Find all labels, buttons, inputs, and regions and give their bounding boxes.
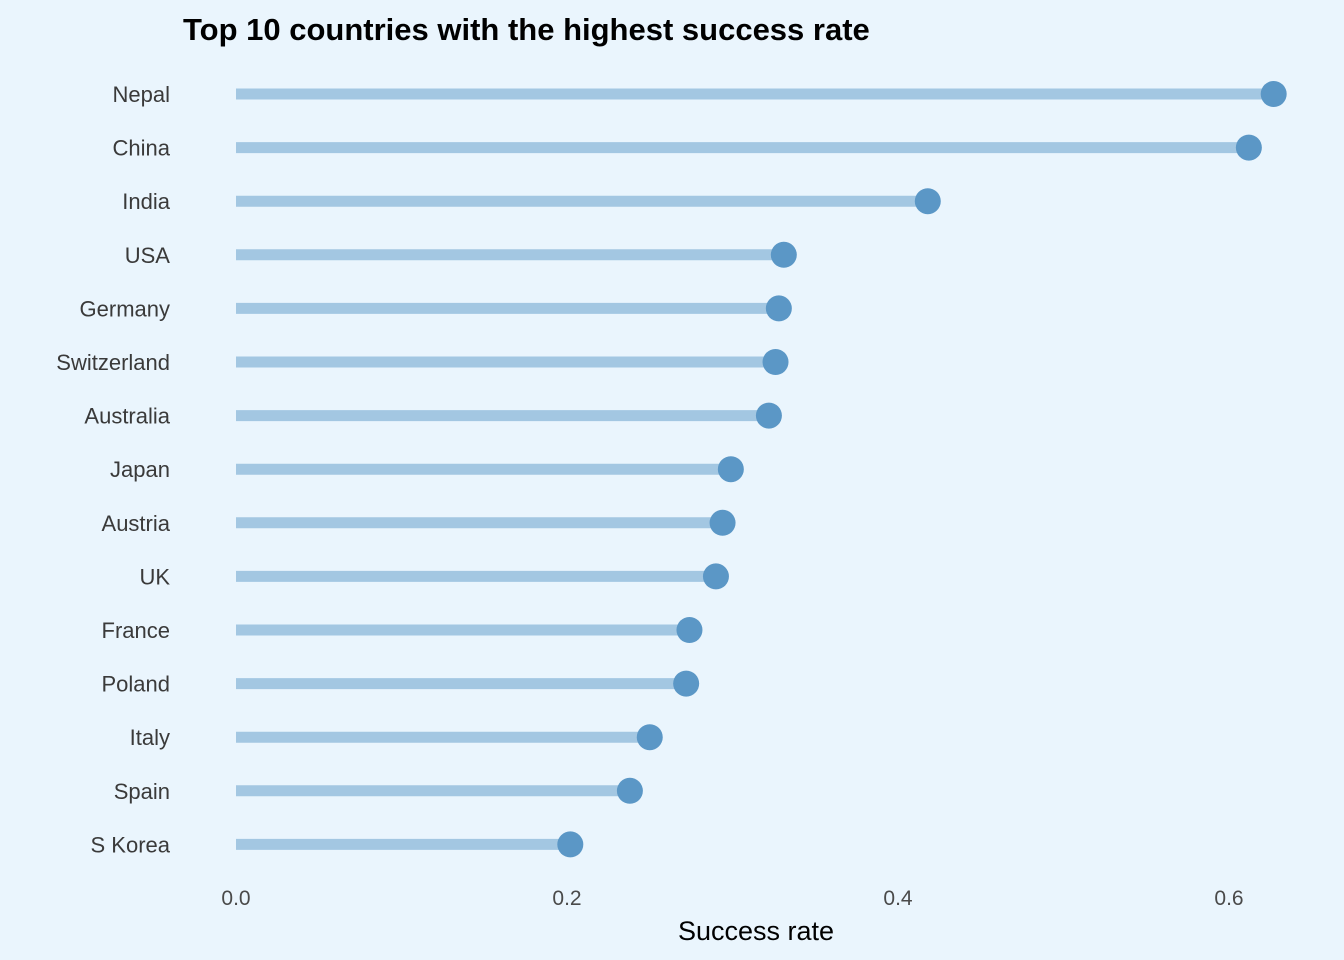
x-tick-label: 0.2 bbox=[552, 887, 581, 910]
category-label-uk: UK bbox=[139, 564, 170, 589]
category-label-australia: Australia bbox=[84, 404, 170, 429]
category-label-nepal: Nepal bbox=[113, 82, 170, 107]
category-label-switzerland: Switzerland bbox=[56, 350, 170, 375]
dot-japan bbox=[717, 456, 744, 483]
category-label-india: India bbox=[122, 189, 170, 214]
dot-australia bbox=[755, 402, 782, 429]
x-tick-label: 0.6 bbox=[1214, 887, 1243, 910]
dot-france bbox=[676, 617, 703, 643]
stems-group bbox=[236, 88, 1274, 850]
category-label-japan: Japan bbox=[110, 457, 170, 482]
dot-germany bbox=[765, 295, 792, 322]
category-label-china: China bbox=[113, 136, 171, 161]
dot-spain bbox=[616, 777, 643, 804]
chart-title: Top 10 countries with the highest succes… bbox=[183, 12, 870, 47]
category-label-france: France bbox=[102, 618, 170, 643]
category-label-poland: Poland bbox=[101, 672, 170, 697]
dot-poland bbox=[673, 670, 700, 697]
category-label-usa: USA bbox=[125, 243, 171, 268]
category-label-austria: Austria bbox=[102, 511, 171, 536]
dot-usa bbox=[770, 241, 797, 268]
x-axis-title: Success rate bbox=[678, 916, 834, 946]
x-axis-ticks: 0.0 0.2 0.4 0.6 bbox=[221, 887, 1243, 910]
dot-india bbox=[914, 188, 941, 215]
category-label-s-korea: S Korea bbox=[91, 832, 171, 857]
dot-austria bbox=[709, 509, 736, 536]
x-tick-label: 0.0 bbox=[221, 887, 250, 910]
category-labels: Nepal China India USA Germany Switzerland Aust… bbox=[56, 82, 170, 857]
dot-china bbox=[1235, 134, 1262, 161]
dot-switzerland bbox=[762, 349, 789, 375]
category-label-italy: Italy bbox=[130, 725, 170, 750]
category-label-germany: Germany bbox=[80, 296, 170, 321]
dot-nepal bbox=[1260, 81, 1287, 107]
dot-italy bbox=[636, 724, 663, 751]
category-label-spain: Spain bbox=[114, 779, 170, 804]
dot-uk bbox=[702, 563, 729, 590]
x-tick-label: 0.4 bbox=[883, 887, 913, 910]
dot-s-korea bbox=[557, 831, 584, 858]
dots-group bbox=[557, 81, 1287, 858]
